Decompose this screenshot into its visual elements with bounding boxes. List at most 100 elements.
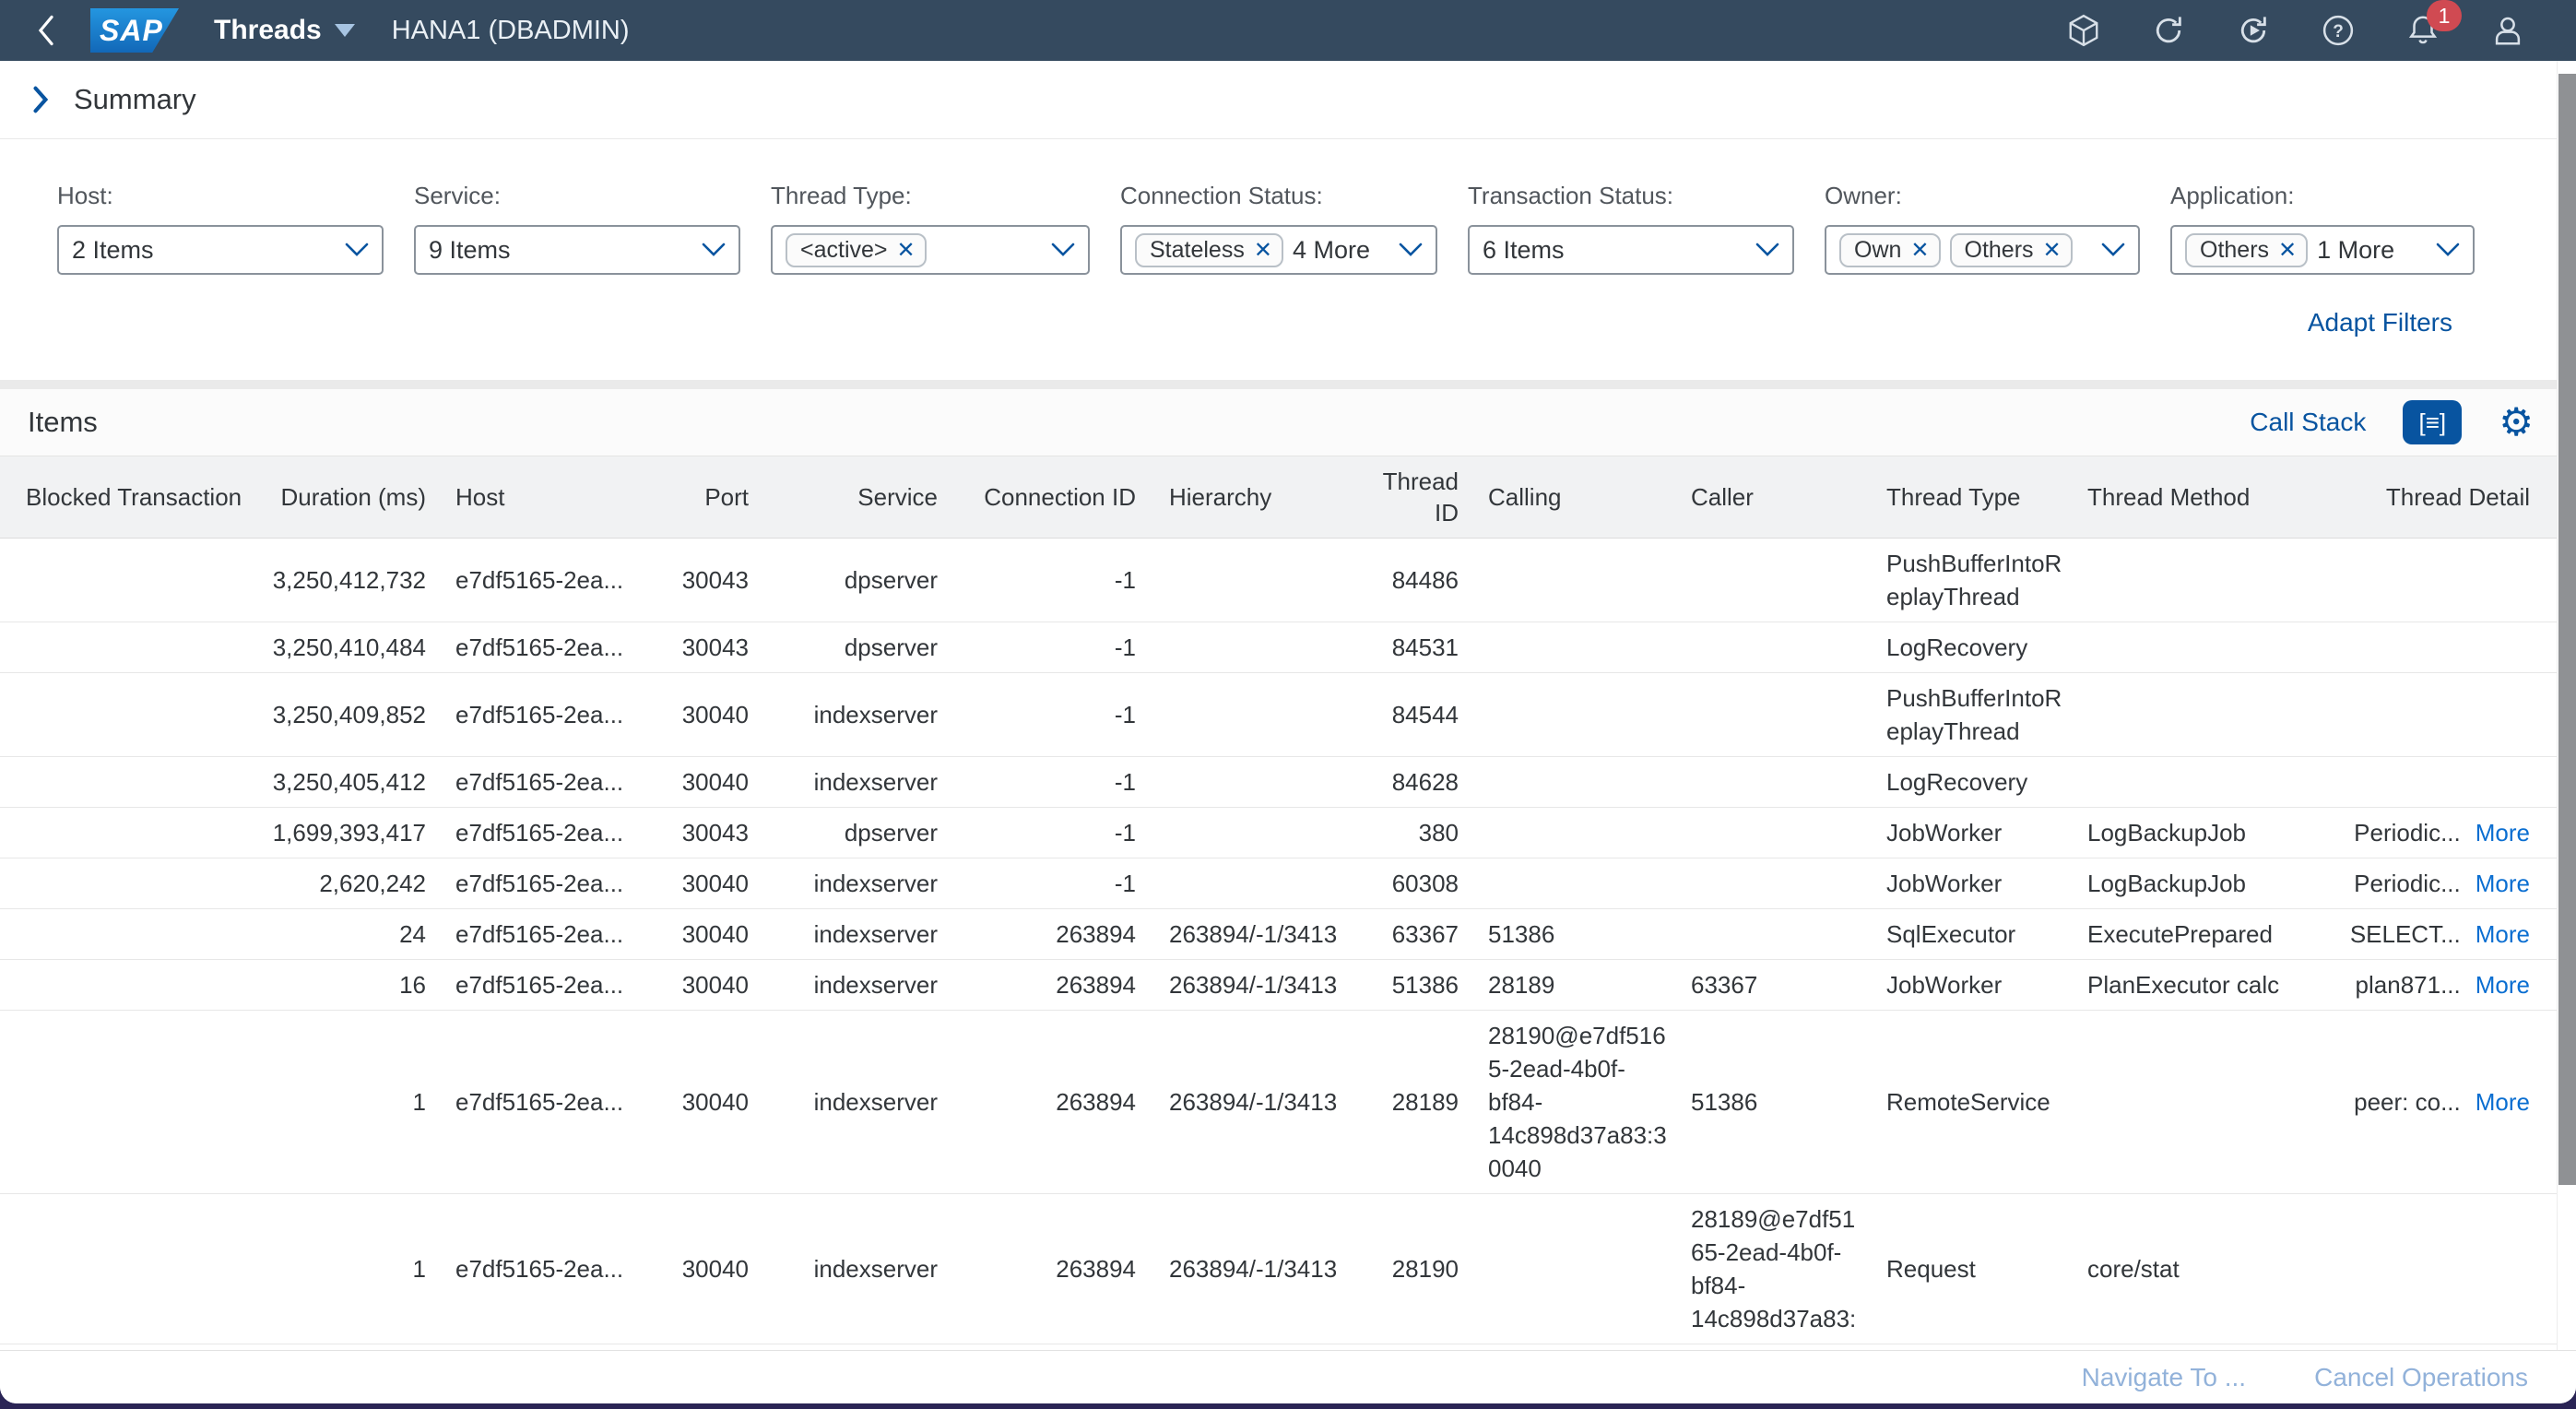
call-stack-link[interactable]: Call Stack	[2250, 408, 2367, 436]
cell-port: 30043	[636, 807, 756, 858]
filter-combobox-host[interactable]: 2 Items	[57, 225, 384, 275]
filter-combobox-transaction-status[interactable]: 6 Items	[1468, 225, 1794, 275]
navigate-to-button[interactable]: Navigate To ...	[2081, 1362, 2247, 1391]
table-row[interactable]: 1 e7df5165-2ea... 30040 indexserver 263894 26…	[0, 1010, 2576, 1194]
cell-type: Request	[1873, 1193, 2074, 1344]
sap-logo[interactable]: SAP	[90, 8, 179, 53]
filter-combobox-application[interactable]: Others ✕ 1 More	[2170, 225, 2475, 275]
cell-detail: peer: co... More	[2333, 1010, 2576, 1194]
filter-group-thread-type: Thread Type: <active> ✕	[771, 182, 1090, 275]
vertical-scrollbar[interactable]	[2557, 61, 2576, 1350]
column-header-thread-type[interactable]: Thread Type	[1873, 456, 2074, 539]
table-row[interactable]: 1 e7df5165-2ea... 30040 indexserver 263894 26…	[0, 1193, 2576, 1344]
cell-hier: 263894/-1/3413	[1143, 1193, 1374, 1344]
token-remove-icon[interactable]: ✕	[1253, 237, 1272, 263]
table-row[interactable]: 3,250,410,484 e7df5165-2ea... 30043 dpserve…	[0, 622, 2576, 673]
help-icon[interactable]: ?	[2320, 12, 2357, 49]
token-label: Others	[1964, 236, 2034, 263]
cell-tid: 84531	[1374, 622, 1466, 673]
cell-method	[2074, 622, 2333, 673]
product-switcher-icon[interactable]	[2065, 12, 2102, 49]
token-remove-icon[interactable]: ✕	[896, 237, 916, 263]
back-button[interactable]	[28, 9, 65, 52]
filter-token: Others ✕	[2185, 232, 2309, 267]
column-header-calling[interactable]: Calling	[1466, 456, 1678, 539]
filter-combobox-thread-type[interactable]: <active> ✕	[771, 225, 1090, 275]
table-row[interactable]: 1,699,393,417 e7df5165-2ea... 30043 dpserve…	[0, 807, 2576, 858]
token-label: Stateless	[1150, 236, 1245, 263]
cell-calling	[1466, 538, 1678, 622]
filter-combobox-owner[interactable]: Own ✕ Others ✕	[1825, 225, 2140, 275]
column-header-caller[interactable]: Caller	[1678, 456, 1873, 539]
summary-panel-header[interactable]: Summary	[0, 61, 2576, 139]
column-header-blocked-transaction[interactable]: Blocked Transaction	[0, 456, 258, 539]
more-link[interactable]: More	[2475, 920, 2530, 948]
system-label: HANA1 (DBADMIN)	[391, 15, 630, 45]
cell-caller	[1678, 908, 1873, 960]
cell-hier	[1143, 672, 1374, 757]
profile-icon[interactable]	[2489, 12, 2526, 49]
more-link[interactable]: More	[2475, 971, 2530, 999]
cell-service: indexserver	[756, 858, 945, 909]
filter-group-service: Service: 9 Items	[414, 182, 740, 275]
cell-type: PushBufferIntoReplayThread	[1873, 672, 2074, 757]
token-remove-icon[interactable]: ✕	[2278, 237, 2298, 263]
cell-caller: 28189@e7df5165-2ead-4b0f-bf84-14c898d37a…	[1678, 1193, 1873, 1344]
filter-group-application: Application: Others ✕ 1 More	[2170, 182, 2475, 275]
cell-type: SqlExecutor	[1873, 908, 2074, 960]
table-row[interactable]: 24 e7df5165-2ea... 30040 indexserver 263894 2…	[0, 908, 2576, 960]
cell-host: e7df5165-2ea...	[433, 622, 636, 673]
filter-combobox-connection-status[interactable]: Stateless ✕ 4 More	[1120, 225, 1437, 275]
table-row[interactable]: 3,250,412,732 e7df5165-2ea... 30043 dpserve…	[0, 538, 2576, 622]
token-remove-icon[interactable]: ✕	[2042, 237, 2062, 263]
more-link[interactable]: More	[2475, 819, 2530, 847]
filter-token: Others ✕	[1949, 232, 2073, 267]
table-row[interactable]: 16 e7df5165-2ea... 30040 indexserver 263894 2…	[0, 959, 2576, 1011]
column-header-connection-id[interactable]: Connection ID	[945, 456, 1143, 539]
column-header-port[interactable]: Port	[636, 456, 756, 539]
chevron-down-icon	[1399, 243, 1423, 256]
filter-value: 9 Items	[429, 235, 511, 264]
cell-service: dpserver	[756, 622, 945, 673]
cell-service: indexserver	[756, 1193, 945, 1344]
svg-text:?: ?	[2333, 22, 2344, 41]
thread-detail-text: SELECT...	[2349, 920, 2461, 948]
cell-conn: -1	[945, 858, 1143, 909]
column-header-host[interactable]: Host	[433, 456, 636, 539]
cell-hier: 263894/-1/3413	[1143, 908, 1374, 960]
column-header-hierarchy[interactable]: Hierarchy	[1143, 456, 1374, 539]
chevron-down-icon	[702, 243, 726, 256]
more-link[interactable]: More	[2475, 870, 2530, 897]
adapt-filters-link[interactable]: Adapt Filters	[2307, 308, 2452, 337]
column-header-thread-id[interactable]: Thread ID	[1374, 456, 1466, 539]
auto-refresh-play-icon[interactable]	[2235, 12, 2272, 49]
cancel-operations-button[interactable]: Cancel Operations	[2314, 1362, 2528, 1391]
more-link[interactable]: More	[2475, 1088, 2530, 1116]
filter-combobox-service[interactable]: 9 Items	[414, 225, 740, 275]
table-row[interactable]: 3,250,409,852 e7df5165-2ea... 30040 indexse…	[0, 672, 2576, 757]
cell-host: e7df5165-2ea...	[433, 959, 636, 1011]
column-header-thread-method[interactable]: Thread Method	[2074, 456, 2333, 539]
column-header-duration-ms[interactable]: Duration (ms)	[258, 456, 433, 539]
cell-calling: 51386	[1466, 908, 1678, 960]
column-header-service[interactable]: Service	[756, 456, 945, 539]
token-remove-icon[interactable]: ✕	[1910, 237, 1930, 263]
cell-port: 30040	[636, 672, 756, 757]
cell-detail	[2333, 622, 2576, 673]
app-title-menu[interactable]: Threads	[214, 15, 355, 46]
cell-tid: 60308	[1374, 858, 1466, 909]
chevron-down-icon	[345, 243, 369, 256]
settings-gear-icon[interactable]: ⚙	[2499, 400, 2534, 444]
notifications-bell-icon[interactable]: 1	[2405, 0, 2462, 49]
call-stack-list-button[interactable]: [≡]	[2403, 400, 2463, 444]
filter-token: Stateless ✕	[1135, 232, 1283, 267]
filter-label: Service:	[414, 182, 501, 209]
refresh-icon[interactable]	[2150, 12, 2187, 49]
scrollbar-thumb[interactable]	[2558, 74, 2576, 1185]
column-header-thread-detail[interactable]: Thread Detail	[2333, 456, 2576, 539]
filter-label: Owner:	[1825, 182, 1902, 209]
table-row[interactable]: 2,620,242 e7df5165-2ea... 30040 indexserver…	[0, 858, 2576, 909]
cell-port: 30040	[636, 756, 756, 808]
table-row[interactable]: 3,250,405,412 e7df5165-2ea... 30040 indexse…	[0, 756, 2576, 808]
cell-caller	[1678, 538, 1873, 622]
